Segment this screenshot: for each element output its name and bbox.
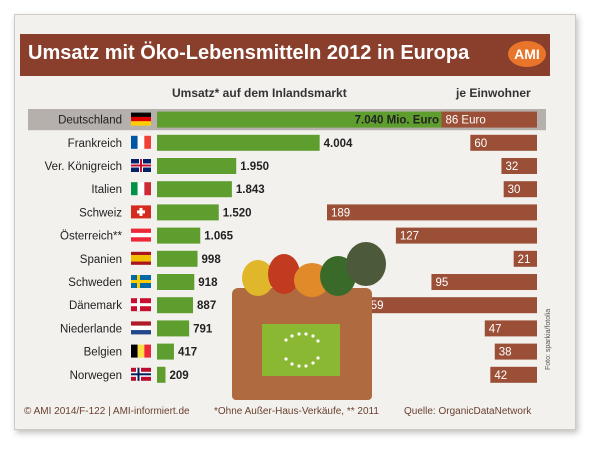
- sales-value-label: 1.950: [240, 161, 269, 173]
- flag-france-icon: [131, 135, 151, 149]
- per-capita-bar: [484, 320, 537, 337]
- flag-italy-icon: [131, 182, 151, 196]
- per-capita-value-label: 42: [494, 370, 507, 382]
- flag-switzerland-icon: [131, 205, 151, 219]
- country-label: Frankreich: [68, 138, 122, 150]
- sales-value-label: 417: [178, 347, 197, 359]
- per-capita-value-label: 47: [489, 323, 502, 335]
- country-label: Norwegen: [70, 370, 122, 382]
- photo-credit: Foto: sparkia/fotolia: [545, 308, 552, 370]
- country-label: Spanien: [80, 254, 122, 266]
- flag-uk-icon: [131, 159, 151, 172]
- sales-bar: [157, 320, 190, 337]
- chart-title: Umsatz mit Öko-Lebensmitteln 2012 in Eur…: [28, 42, 470, 64]
- per-capita-bar: [395, 227, 537, 244]
- country-label: Ver. Königreich: [45, 161, 122, 173]
- per-capita-value-label: 38: [499, 347, 512, 359]
- country-label: Deutschland: [58, 115, 122, 127]
- per-capita-value-label: 21: [518, 254, 531, 266]
- title-bar: Umsatz mit Öko-Lebensmitteln 2012 in Eur…: [20, 34, 550, 76]
- per-capita-bar: [513, 250, 537, 267]
- country-label: Niederlande: [60, 323, 122, 335]
- flag-sweden-icon: [131, 275, 151, 288]
- vegetables-icon: [242, 242, 386, 297]
- country-label: Italien: [91, 184, 122, 196]
- per-capita-value-label: 30: [508, 184, 521, 196]
- sales-value-label: 7.040 Mio. Euro: [355, 115, 439, 127]
- sales-value-label: 998: [202, 254, 222, 266]
- copyright-footnote: © AMI 2014/F-122 | AMI-informiert.de: [24, 406, 190, 417]
- flag-spain-icon: [131, 251, 151, 265]
- sales-bar: [157, 158, 237, 174]
- flag-austria-icon: [131, 228, 151, 242]
- per-capita-bar: [490, 366, 537, 383]
- per-capita-bar: [503, 181, 537, 198]
- sales-bar: [157, 204, 219, 221]
- flag-belgium-icon: [131, 344, 151, 358]
- source-footnote: Quelle: OrganicDataNetwork: [404, 406, 532, 417]
- country-label: Dänemark: [69, 300, 122, 312]
- sales-value-label: 918: [198, 277, 218, 289]
- sales-value-label: 1.065: [204, 231, 233, 243]
- flag-denmark-icon: [131, 298, 151, 312]
- sales-value-label: 4.004: [324, 138, 353, 150]
- sales-bar: [157, 250, 198, 267]
- sales-footnote: *Ohne Außer-Haus-Verkäufe, ** 2011: [214, 406, 379, 417]
- sales-bar: [157, 181, 232, 198]
- sales-bar: [157, 274, 195, 290]
- sales-value-label: 1.520: [223, 207, 252, 219]
- sales-bar: [157, 366, 166, 383]
- sales-value-label: 791: [193, 323, 213, 335]
- per-capita-value-label: 60: [474, 138, 487, 150]
- per-capita-value-label: 189: [331, 207, 350, 219]
- per-capita-bar: [494, 343, 537, 360]
- per-capita-bar: [327, 204, 537, 221]
- country-label: Österreich**: [60, 231, 123, 243]
- sales-panel-label: Umsatz* auf dem Inlandsmarkt: [172, 86, 347, 100]
- flag-norway-icon: [131, 367, 151, 381]
- country-label: Schweiz: [79, 207, 122, 219]
- sales-bar: [157, 134, 320, 151]
- country-label: Schweden: [68, 277, 122, 289]
- sales-bar: [157, 297, 194, 314]
- per-capita-value-label: 127: [400, 231, 419, 243]
- sales-value-label: 209: [169, 370, 188, 382]
- per-capita-value-label: 86 Euro: [445, 115, 485, 127]
- ami-logo: AMI: [508, 41, 546, 67]
- country-label: Belgien: [84, 347, 122, 359]
- per-capita-bar: [441, 111, 537, 128]
- eu-organic-logo: [262, 324, 340, 376]
- per-capita-bar: [501, 158, 537, 174]
- sales-bar: [157, 343, 174, 360]
- per-capita-value-label: 32: [505, 161, 518, 173]
- flag-netherlands-icon: [131, 321, 151, 335]
- sales-value-label: 887: [197, 300, 216, 312]
- sales-value-label: 1.843: [236, 184, 265, 196]
- flag-germany-icon: [131, 112, 151, 126]
- sales-bar: [157, 227, 201, 244]
- per-capita-bar: [360, 297, 537, 314]
- per-capita-value-label: 95: [435, 277, 448, 289]
- per-capita-bar: [431, 274, 537, 290]
- per-capita-panel-label: je Einwohner: [456, 86, 531, 100]
- per-capita-bar: [470, 134, 537, 151]
- sales-bar: [157, 111, 443, 128]
